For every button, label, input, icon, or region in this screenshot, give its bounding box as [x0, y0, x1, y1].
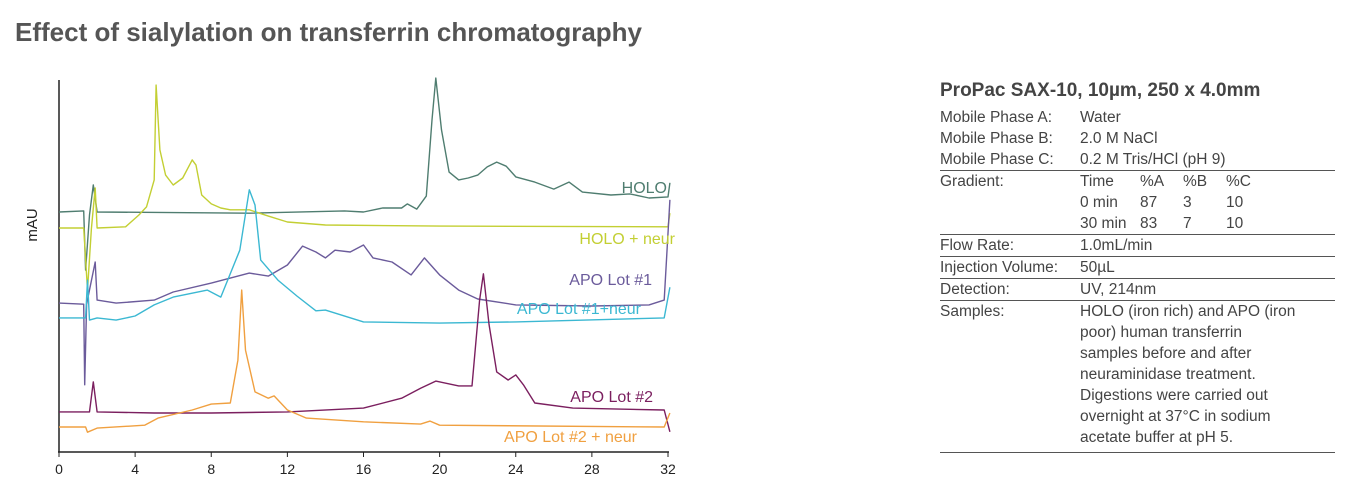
method-panel: ProPac SAX-10, 10µm, 250 x 4.0mm Mobile … [940, 80, 1335, 453]
samples-line: overnight at 37°C in sodium [1080, 408, 1271, 425]
mp-a-label: Mobile Phase A: [940, 109, 1053, 126]
page-title: Effect of sialylation on transferrin chr… [15, 17, 642, 47]
samples-line: Digestions were carried out [1080, 387, 1268, 404]
gradient-cell: 10 [1226, 194, 1244, 211]
chromatogram-chart: mAU 0 4 8 12 16 20 24 28 32 HOLO HOLO + neur APO… [24, 77, 676, 477]
label-apo-lot1: APO Lot #1 [569, 272, 652, 289]
gradient-cell: 3 [1183, 194, 1192, 211]
gradient-cell: 30 min [1080, 215, 1127, 232]
samples-line: poor) human transferrin [1080, 324, 1242, 341]
mp-b-label: Mobile Phase B: [940, 130, 1053, 147]
mp-b-value: 2.0 M NaCl [1080, 130, 1158, 147]
flow-label: Flow Rate: [940, 237, 1015, 254]
gradient-row: Gradient: Time %A %B %C 0 min 87 3 10 30 min 83 7 1… [940, 171, 1335, 235]
gradient-cell: 83 [1140, 215, 1158, 232]
x-tick-label: 20 [432, 461, 448, 477]
detection-value: UV, 214nm [1080, 281, 1157, 298]
samples-text: HOLO (iron rich) and APO (iron poor) huma… [1080, 301, 1295, 448]
flow-value: 1.0mL/min [1080, 237, 1153, 254]
label-apo-lot2: APO Lot #2 [570, 389, 653, 406]
label-holo: HOLO [622, 180, 667, 197]
x-tick-label: 24 [508, 461, 524, 477]
injection-value: 50µL [1080, 259, 1115, 276]
trace-apo-lot-2 [59, 273, 671, 432]
x-tick-label: 28 [584, 461, 600, 477]
gradient-label: Gradient: [940, 173, 1004, 190]
samples-line: acetate buffer at pH 5. [1080, 429, 1234, 446]
mobile-phases: Mobile Phase A: Water Mobile Phase B: 2.0 … [940, 107, 1335, 171]
mp-a-value: Water [1080, 109, 1121, 126]
x-tick-label: 16 [356, 461, 372, 477]
x-tick-label: 32 [660, 461, 676, 477]
gradient-cell: 87 [1140, 194, 1158, 211]
samples-line: samples before and after [1080, 345, 1252, 362]
label-holo-neur: HOLO + neur [579, 231, 675, 248]
mp-c-label: Mobile Phase C: [940, 151, 1054, 168]
column-title: ProPac SAX-10, 10µm, 250 x 4.0mm [940, 80, 1261, 101]
trace-apo-lot-1-neur [59, 189, 671, 324]
gradient-cell: 10 [1226, 215, 1244, 232]
y-axis-label: mAU [24, 208, 41, 241]
gradient-cell: 7 [1183, 215, 1192, 232]
samples-label: Samples: [940, 303, 1005, 320]
mp-c-value: 0.2 M Tris/HCl (pH 9) [1080, 151, 1226, 168]
trace-apo-lot-1 [58, 199, 671, 386]
trace-holo [58, 77, 671, 271]
injection-label: Injection Volume: [940, 259, 1059, 276]
samples-line: HOLO (iron rich) and APO (iron [1080, 303, 1296, 320]
samples-line: neuraminidase treatment. [1080, 366, 1256, 383]
x-tick-label: 4 [131, 461, 139, 477]
label-apo-lot1-neur: APO Lot #1+neur [517, 301, 642, 318]
x-tick-label: 12 [280, 461, 296, 477]
x-tick-label: 8 [207, 461, 215, 477]
trace-apo-lot-2-neur [59, 289, 671, 433]
gradient-cell: %B [1183, 173, 1208, 190]
trace-holo-neur [59, 84, 671, 291]
detection-label: Detection: [940, 281, 1010, 298]
gradient-cell: %A [1140, 173, 1165, 190]
gradient-cell: 0 min [1080, 194, 1118, 211]
gradient-cell: %C [1226, 173, 1251, 190]
label-apo-lot2-neur: APO Lot #2 + neur [504, 429, 638, 446]
gradient-table: Time %A %B %C 0 min 87 3 10 30 min 83 7 10 [1080, 171, 1266, 234]
gradient-cell: Time [1080, 173, 1114, 190]
x-tick-label: 0 [55, 461, 63, 477]
